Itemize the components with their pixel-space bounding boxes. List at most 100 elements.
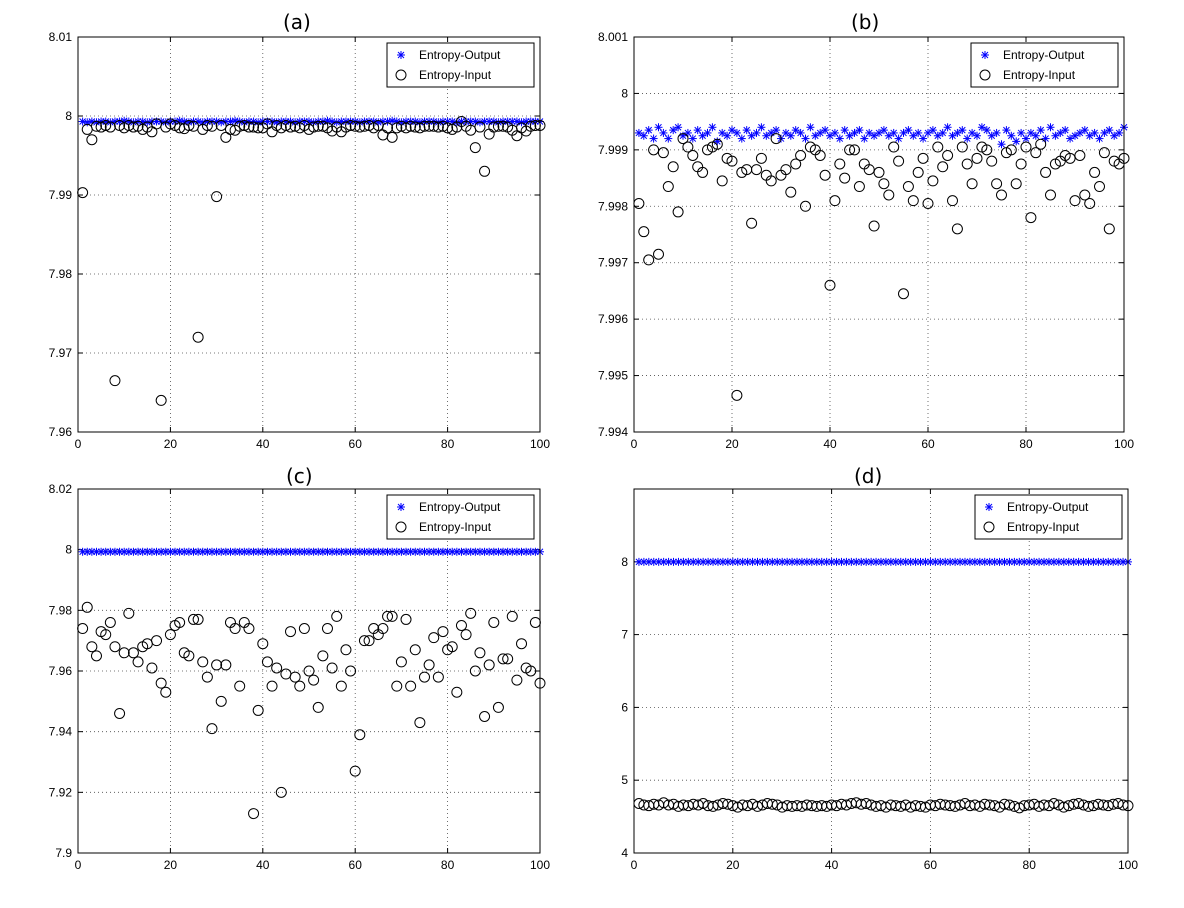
data-point-input — [308, 121, 320, 133]
data-point-output — [806, 123, 815, 132]
y-tick-label: 7.96 — [49, 425, 73, 439]
grid — [78, 37, 540, 432]
data-point-input — [662, 181, 674, 193]
data-point-input — [386, 610, 398, 622]
data-point-output — [916, 557, 925, 566]
x-tick-label: 80 — [441, 858, 455, 872]
data-point-input — [902, 181, 914, 193]
data-point-input — [400, 122, 412, 134]
data-point-input — [795, 150, 807, 161]
data-point-output — [659, 128, 668, 137]
legend-marker-output — [985, 503, 993, 511]
x-tick-label: 20 — [164, 858, 178, 872]
legend-marker-output — [981, 51, 989, 59]
data-point-input — [109, 375, 121, 387]
data-point-output — [850, 128, 859, 137]
data-point-output — [1046, 123, 1055, 132]
plot-area — [78, 37, 540, 432]
data-point-output — [1105, 126, 1114, 135]
data-point-input — [289, 120, 301, 132]
data-point-input — [201, 119, 213, 131]
data-point-input — [280, 119, 292, 131]
chart-title: (d) — [854, 464, 883, 488]
chart-b: 0 20 40 60 80 100 7.994 7.995 7.996 7.997 7.998 7.9… — [598, 30, 1134, 451]
data-point-input — [483, 659, 495, 671]
data-point-input — [285, 121, 297, 133]
data-point-input — [248, 808, 260, 820]
data-point-output — [914, 128, 923, 137]
data-point-input — [271, 662, 283, 674]
data-point-input — [386, 131, 398, 143]
data-point-output — [812, 557, 821, 566]
legend-box — [970, 42, 1119, 88]
data-point-input — [834, 158, 846, 170]
data-point-output — [958, 126, 967, 135]
data-point-input — [308, 674, 320, 686]
data-point-output — [936, 557, 945, 566]
data-point-input — [844, 144, 856, 156]
data-point-input — [1089, 166, 1101, 178]
data-point-input — [409, 121, 421, 133]
data-point-input — [86, 134, 98, 146]
y-tick-label: 7.99 — [49, 188, 73, 202]
data-point-input — [474, 121, 486, 133]
legend-label: Entropy-Output — [1003, 48, 1085, 62]
data-point-output — [742, 126, 751, 135]
y-tick-label: 7.9 — [55, 846, 72, 860]
data-point-input — [382, 610, 394, 622]
data-point-input — [100, 629, 112, 641]
data-point-output — [1066, 134, 1075, 143]
data-point-input — [947, 195, 958, 207]
data-point-input — [643, 254, 655, 266]
data-point-output — [982, 126, 991, 135]
legend-marker-output — [397, 51, 405, 59]
y-tick-label: 7.994 — [598, 425, 628, 439]
data-point-output — [906, 557, 915, 566]
x-tick-label: 0 — [631, 858, 638, 872]
axes-frame — [633, 488, 1129, 854]
x-tick-label: 100 — [530, 437, 550, 451]
data-point-output — [835, 134, 844, 143]
data-point-input — [317, 650, 329, 662]
data-point-input — [949, 800, 961, 812]
y-tick-label: 7.98 — [49, 267, 73, 281]
data-point-input — [174, 616, 186, 628]
legend: Entropy-Output Entropy-Input — [970, 42, 1119, 88]
data-point-input — [711, 138, 723, 150]
data-point-input — [927, 175, 939, 187]
series-entropy-output — [78, 547, 544, 556]
data-point-output — [852, 557, 861, 566]
data-point-output — [718, 128, 727, 137]
data-point-input — [123, 119, 135, 131]
legend-label: Entropy-Input — [419, 520, 492, 534]
data-point-output — [1022, 134, 1030, 143]
data-point-input — [469, 142, 481, 154]
data-point-output — [669, 557, 678, 566]
data-point-input — [127, 647, 139, 659]
x-tick-label: 80 — [1023, 858, 1037, 872]
data-point-input — [252, 122, 264, 134]
data-point-input — [81, 601, 93, 613]
data-point-input — [460, 629, 472, 641]
data-point-input — [414, 717, 426, 729]
data-point-output — [732, 128, 741, 137]
data-point-output — [763, 557, 772, 566]
y-tick-label: 8.02 — [49, 482, 73, 496]
data-point-input — [446, 641, 458, 653]
data-point-output — [1026, 128, 1035, 137]
data-point-output — [1031, 131, 1040, 140]
x-tick-label: 20 — [164, 437, 178, 451]
data-point-input — [215, 119, 227, 131]
data-point-output — [517, 118, 526, 127]
x-tick-label: 40 — [256, 858, 270, 872]
data-point-input — [878, 178, 890, 190]
data-point-input — [192, 331, 204, 343]
axes-frame — [77, 488, 541, 854]
axes-frame — [633, 36, 1125, 433]
data-point-input — [667, 161, 679, 173]
data-point-input — [257, 638, 269, 650]
x-tick-label: 40 — [825, 858, 839, 872]
data-point-input — [752, 800, 763, 812]
data-point-input — [294, 680, 306, 692]
y-tick-label: 7.998 — [598, 199, 628, 213]
